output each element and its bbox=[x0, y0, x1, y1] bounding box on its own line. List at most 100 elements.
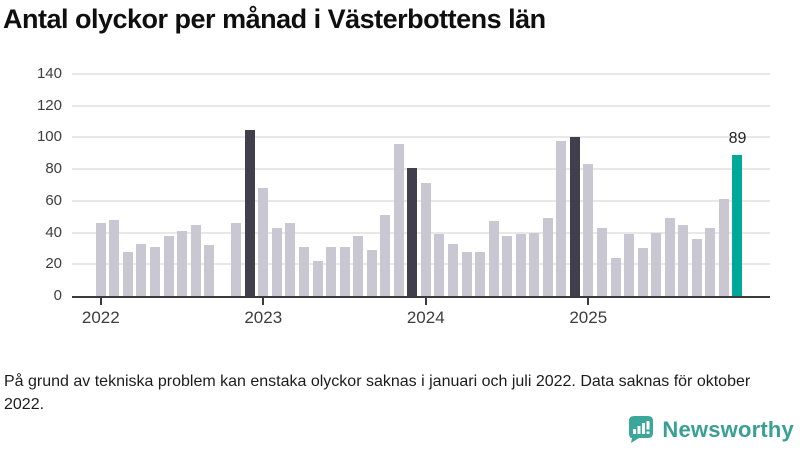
month-slot bbox=[568, 74, 582, 296]
bar-2025-08 bbox=[678, 224, 689, 296]
bar-chart-speech-bubble-icon bbox=[629, 416, 654, 443]
month-slot bbox=[717, 74, 731, 296]
month-slot bbox=[257, 74, 271, 296]
bar-2025-04 bbox=[624, 234, 635, 296]
bar-2025-11 bbox=[718, 199, 729, 296]
month-slot bbox=[690, 74, 704, 296]
month-slot bbox=[270, 74, 284, 296]
month-slot bbox=[216, 74, 230, 296]
bar-2024-09 bbox=[529, 232, 540, 296]
bar-2025-03 bbox=[610, 257, 621, 296]
gridline bbox=[72, 73, 770, 75]
bar-2022-12 bbox=[244, 129, 255, 296]
bars-container: 89 bbox=[94, 74, 747, 296]
footnote: På grund av tekniska problem kan enstaka… bbox=[4, 373, 751, 414]
month-slot bbox=[582, 74, 596, 296]
month-slot bbox=[202, 74, 216, 296]
chart-title: Antal olyckor per månad i Västerbottens … bbox=[3, 4, 546, 34]
bar-2025-05 bbox=[637, 248, 648, 296]
gridline bbox=[72, 136, 770, 139]
month-slot bbox=[378, 74, 392, 296]
bar-2022-01 bbox=[95, 223, 106, 296]
x-tick-label: 2025 bbox=[569, 308, 608, 327]
bar-2022-07 bbox=[177, 231, 188, 296]
month-slot bbox=[663, 74, 677, 296]
bar-2024-11 bbox=[556, 140, 567, 296]
month-slot bbox=[555, 74, 569, 296]
bar-2023-06 bbox=[326, 246, 337, 296]
bar-2023-01 bbox=[258, 188, 269, 296]
brand-name: Newsworthy bbox=[662, 416, 794, 442]
x-tick-mark bbox=[99, 298, 102, 305]
bar-2022-02 bbox=[109, 219, 120, 296]
gridline bbox=[72, 168, 770, 171]
month-slot bbox=[514, 74, 528, 296]
month-slot bbox=[460, 74, 474, 296]
bar-2022-11 bbox=[231, 223, 242, 296]
bar-2024-04 bbox=[461, 251, 472, 296]
month-slot bbox=[500, 74, 514, 296]
gridline bbox=[72, 104, 770, 107]
month-slot bbox=[284, 74, 298, 296]
month-slot bbox=[528, 74, 542, 296]
bar-2025-06 bbox=[651, 232, 662, 296]
bar-2025-01 bbox=[583, 164, 594, 296]
bar-2022-04 bbox=[136, 243, 147, 296]
month-slot bbox=[94, 74, 108, 296]
x-axis-line bbox=[72, 296, 770, 298]
month-slot bbox=[297, 74, 311, 296]
month-slot bbox=[487, 74, 501, 296]
month-slot: 89 bbox=[728, 74, 747, 296]
bar-2023-09 bbox=[366, 250, 377, 296]
x-tick-mark bbox=[262, 298, 265, 305]
bar-2023-04 bbox=[298, 246, 309, 296]
x-tick-label: 2022 bbox=[81, 308, 120, 327]
bar-2022-06 bbox=[163, 235, 174, 296]
bar-2023-02 bbox=[271, 227, 282, 296]
x-tick-label: 2024 bbox=[406, 308, 445, 327]
x-axis-ticks: 2022 2023 2024 2025 bbox=[72, 296, 770, 336]
month-slot bbox=[446, 74, 460, 296]
bar-2022-08 bbox=[190, 224, 201, 296]
y-tick-label: 140 bbox=[36, 65, 62, 82]
bar-value-label: 89 bbox=[728, 129, 747, 147]
month-slot bbox=[636, 74, 650, 296]
bar-2024-03 bbox=[447, 243, 458, 296]
month-slot bbox=[351, 74, 365, 296]
y-tick-label: 40 bbox=[45, 223, 62, 241]
month-slot bbox=[243, 74, 257, 296]
month-slot bbox=[162, 74, 176, 296]
month-slot bbox=[189, 74, 203, 296]
bar-2023-11 bbox=[393, 143, 404, 296]
month-slot bbox=[108, 74, 122, 296]
bar-2024-06 bbox=[488, 221, 499, 296]
bar-2023-08 bbox=[353, 235, 364, 296]
bar-2024-07 bbox=[502, 235, 513, 296]
bar-2025-10 bbox=[705, 227, 716, 296]
bar-2022-09 bbox=[204, 245, 215, 296]
x-tick-mark bbox=[424, 298, 427, 305]
y-tick-label: 100 bbox=[36, 128, 62, 146]
month-slot bbox=[175, 74, 189, 296]
bar-2025-12 bbox=[732, 154, 743, 296]
newsworthy-logo[interactable]: Newsworthy bbox=[626, 415, 794, 444]
bar-2024-01 bbox=[420, 183, 431, 296]
month-slot bbox=[121, 74, 135, 296]
bar-2024-10 bbox=[542, 218, 553, 296]
bar-2022-05 bbox=[149, 246, 160, 296]
month-slot bbox=[406, 74, 420, 296]
month-slot bbox=[433, 74, 447, 296]
bar-2025-09 bbox=[691, 238, 702, 296]
month-slot bbox=[419, 74, 433, 296]
bar-2024-05 bbox=[475, 251, 486, 296]
month-slot bbox=[704, 74, 718, 296]
x-tick-mark bbox=[587, 298, 590, 305]
bar-2024-12 bbox=[569, 137, 580, 296]
bar-2023-05 bbox=[312, 261, 323, 296]
bar-2024-02 bbox=[434, 234, 445, 296]
month-slot bbox=[311, 74, 325, 296]
month-slot bbox=[324, 74, 338, 296]
bar-2023-03 bbox=[285, 223, 296, 296]
month-slot bbox=[365, 74, 379, 296]
